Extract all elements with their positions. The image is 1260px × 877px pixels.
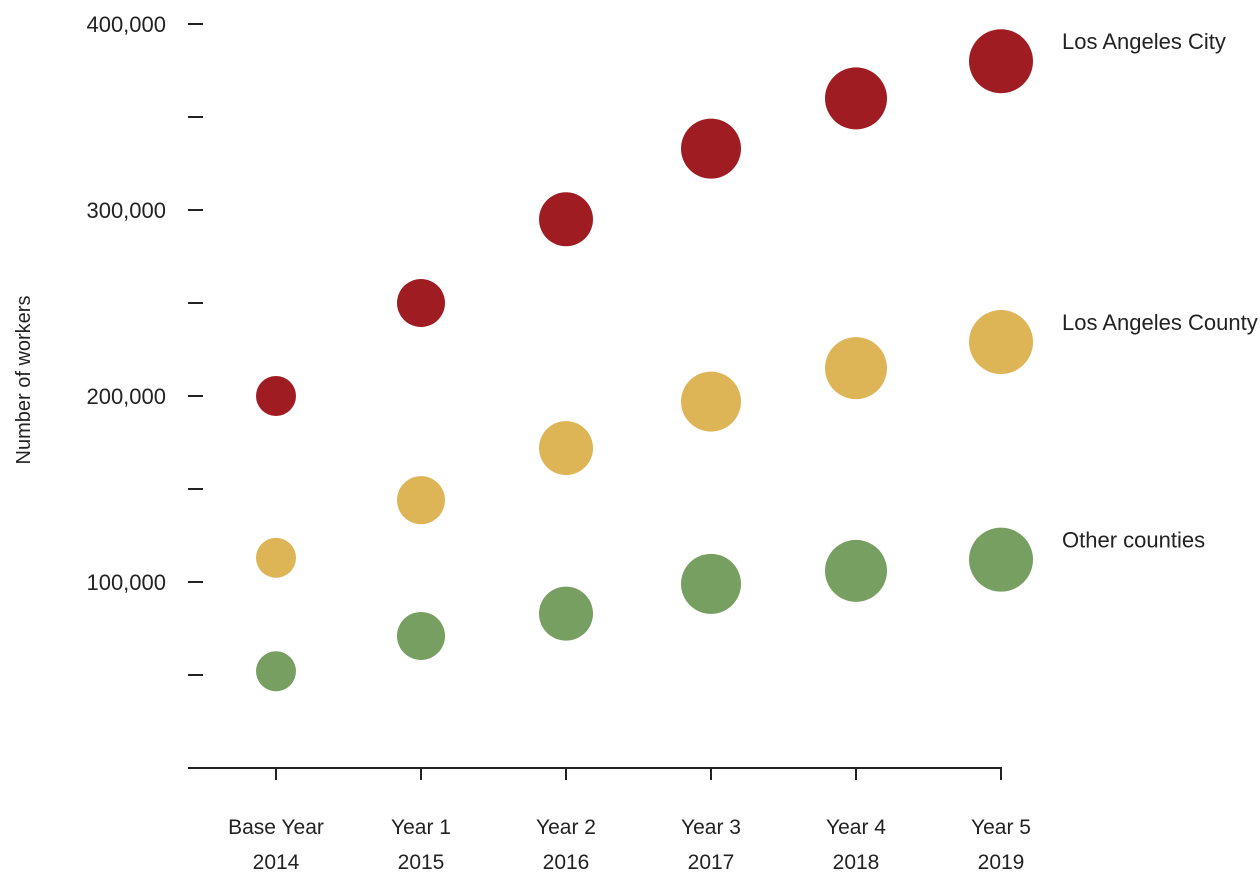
- data-point-other-counties: [825, 539, 887, 602]
- data-point-los-angeles-county: [969, 310, 1033, 375]
- y-tick-label: 400,000: [86, 12, 166, 37]
- data-point-other-counties: [681, 553, 741, 614]
- x-tick-label: Year 2: [536, 816, 596, 839]
- data-point-los-angeles-city: [681, 118, 741, 179]
- x-tick-label: Year 5: [971, 816, 1031, 839]
- y-tick-label: 300,000: [86, 198, 166, 223]
- data-point-other-counties: [539, 586, 593, 641]
- x-tick-label: Base Year: [228, 816, 324, 839]
- x-tick-label-year: 2016: [543, 851, 590, 874]
- x-tick-label-year: 2015: [398, 851, 445, 874]
- data-point-los-angeles-county: [825, 337, 887, 400]
- y-axis: 100,000 200,000 300,000 400,000: [86, 12, 203, 676]
- data-point-los-angeles-city: [256, 376, 296, 416]
- data-point-other-counties: [969, 527, 1033, 592]
- x-tick-label-year: 2017: [688, 851, 735, 874]
- data-point-los-angeles-county: [397, 476, 445, 525]
- data-point-los-angeles-city: [539, 192, 593, 247]
- x-tick-label: Year 3: [681, 816, 741, 839]
- x-tick-label-year: 2014: [253, 851, 300, 874]
- legend-label: Los Angeles County: [1062, 310, 1258, 335]
- x-tick-label: Year 4: [826, 816, 886, 839]
- data-point-los-angeles-county: [681, 371, 741, 432]
- y-tick-label: 100,000: [86, 570, 166, 595]
- x-axis: Base Year 2014 Year 1 2015 Year 2 2016 Year 3 2…: [188, 767, 1031, 874]
- data-point-los-angeles-county: [256, 537, 296, 578]
- legend-label: Los Angeles City: [1062, 29, 1226, 54]
- x-tick-label: Year 1: [391, 816, 451, 839]
- data-point-los-angeles-city: [397, 279, 445, 327]
- data-point-los-angeles-city: [969, 29, 1033, 94]
- data-point-los-angeles-county: [539, 421, 593, 476]
- data-point-los-angeles-city: [825, 67, 887, 130]
- x-tick-label-year: 2018: [833, 851, 880, 874]
- legend-label: Other counties: [1062, 528, 1205, 553]
- x-tick-label-year: 2019: [978, 851, 1025, 874]
- data-point-other-counties: [256, 651, 296, 692]
- y-tick-label: 200,000: [86, 384, 166, 409]
- y-axis-title: Number of workers: [13, 296, 35, 465]
- data-points: [256, 29, 1033, 692]
- data-point-other-counties: [397, 611, 445, 660]
- legend: Los Angeles City Los Angeles County Other …: [1062, 29, 1258, 552]
